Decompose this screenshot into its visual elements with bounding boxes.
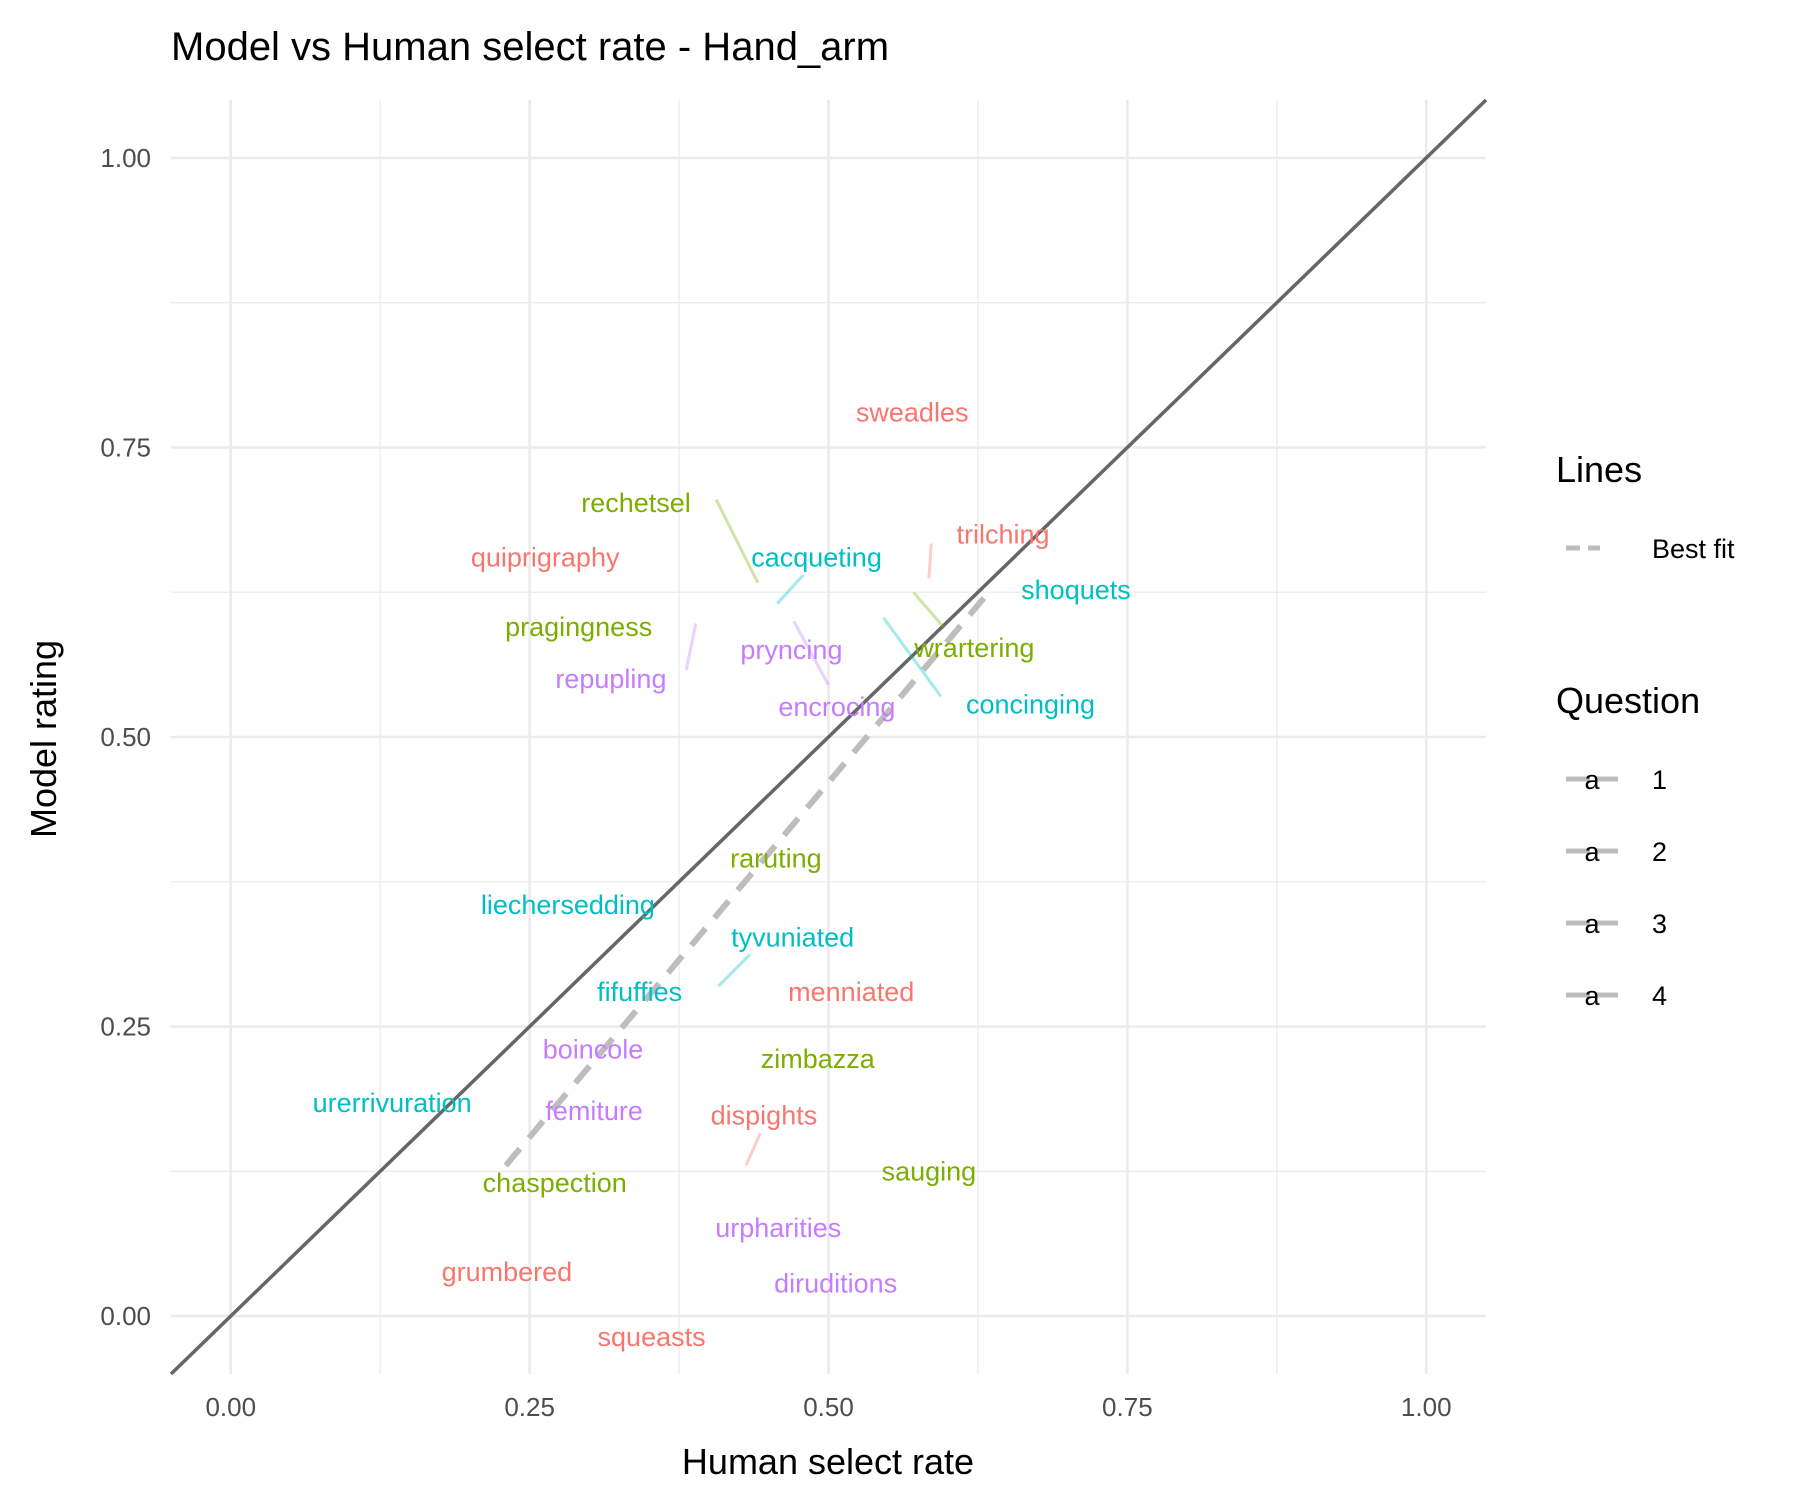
identity-layer: [169, 98, 1488, 1376]
x-tick-label: 0.50: [803, 1392, 854, 1422]
point-label: femiture: [545, 1096, 643, 1126]
point-label: diruditions: [774, 1269, 897, 1299]
label-connector: [912, 591, 946, 630]
label-connector: [714, 498, 760, 584]
legend-question-label: 2: [1652, 837, 1667, 867]
y-tick-label: 0.25: [100, 1012, 151, 1042]
y-tick-label: 1.00: [100, 143, 151, 173]
legend: Lines Best fit Question a 1 a 2 a 3 a 4: [1556, 449, 1735, 1011]
legend-question-label: 1: [1652, 765, 1667, 795]
x-tick-label: 0.75: [1102, 1392, 1153, 1422]
legend-question-title: Question: [1556, 680, 1700, 721]
point-label: urerrivuration: [313, 1088, 472, 1118]
point-label: cacqueting: [751, 542, 882, 572]
point-label: pragingness: [505, 612, 652, 642]
point-label: sauging: [882, 1156, 977, 1186]
legend-lines-title: Lines: [1556, 449, 1642, 490]
y-tick-label: 0.50: [100, 722, 151, 752]
chart-title: Model vs Human select rate - Hand_arm: [171, 25, 889, 69]
point-labels: sweadles trilching quiprigraphy menniated di…: [313, 398, 1131, 1352]
axis-ticks: 0.00 0.25 0.50 0.75 1.00 0.00 0.25 0.50 0.75 1.00: [100, 143, 1451, 1422]
point-label: repupling: [555, 664, 666, 694]
legend-best-fit-label: Best fit: [1652, 534, 1735, 564]
point-label: grumbered: [442, 1257, 573, 1287]
point-label: trilching: [957, 519, 1050, 549]
point-label: zimbazza: [761, 1044, 876, 1074]
legend-question-entries: a 1 a 2 a 3 a 4: [1566, 765, 1667, 1011]
best-fit-line: [503, 596, 987, 1168]
legend-question-label: 3: [1652, 909, 1667, 939]
x-tick-label: 0.25: [504, 1392, 555, 1422]
label-connector: [882, 616, 943, 698]
point-label: quiprigraphy: [471, 542, 620, 572]
y-axis-title: Model rating: [23, 640, 64, 838]
segments-layer: [684, 498, 946, 1167]
point-label: raruting: [730, 844, 822, 874]
x-tick-label: 1.00: [1401, 1392, 1452, 1422]
point-label: boincole: [543, 1035, 644, 1065]
point-label: squeasts: [598, 1322, 706, 1352]
point-label: tyvuniated: [731, 922, 854, 952]
point-label: rechetsel: [581, 488, 691, 518]
x-axis-title: Human select rate: [682, 1441, 974, 1482]
point-label: sweadles: [856, 398, 969, 428]
point-label: menniated: [788, 977, 914, 1007]
best-fit-layer: [503, 596, 987, 1168]
label-connector: [927, 543, 933, 579]
point-label: urpharities: [715, 1213, 841, 1243]
x-tick-label: 0.00: [205, 1392, 256, 1422]
point-label: dispights: [711, 1101, 818, 1131]
label-connector: [717, 953, 751, 988]
point-label: concinging: [966, 690, 1095, 720]
y-tick-label: 0.00: [100, 1301, 151, 1331]
point-label: liechersedding: [481, 890, 655, 920]
y-tick-label: 0.75: [100, 432, 151, 462]
point-label: wrartering: [913, 633, 1034, 663]
legend-question-glyph: a: [1584, 909, 1600, 939]
point-label: shoquets: [1021, 575, 1131, 605]
point-label: encrocing: [778, 692, 895, 722]
legend-question-glyph: a: [1584, 765, 1600, 795]
legend-question-glyph: a: [1584, 981, 1600, 1011]
identity-line: [169, 98, 1488, 1376]
legend-question-glyph: a: [1584, 837, 1600, 867]
point-label: chaspection: [483, 1168, 627, 1198]
legend-question-label: 4: [1652, 981, 1667, 1011]
point-label: fifuffies: [597, 977, 682, 1007]
label-connector: [744, 1132, 762, 1167]
point-label: pryncing: [740, 635, 842, 665]
label-connector: [684, 623, 698, 671]
label-connector: [775, 573, 805, 605]
label-connector: [792, 620, 830, 686]
